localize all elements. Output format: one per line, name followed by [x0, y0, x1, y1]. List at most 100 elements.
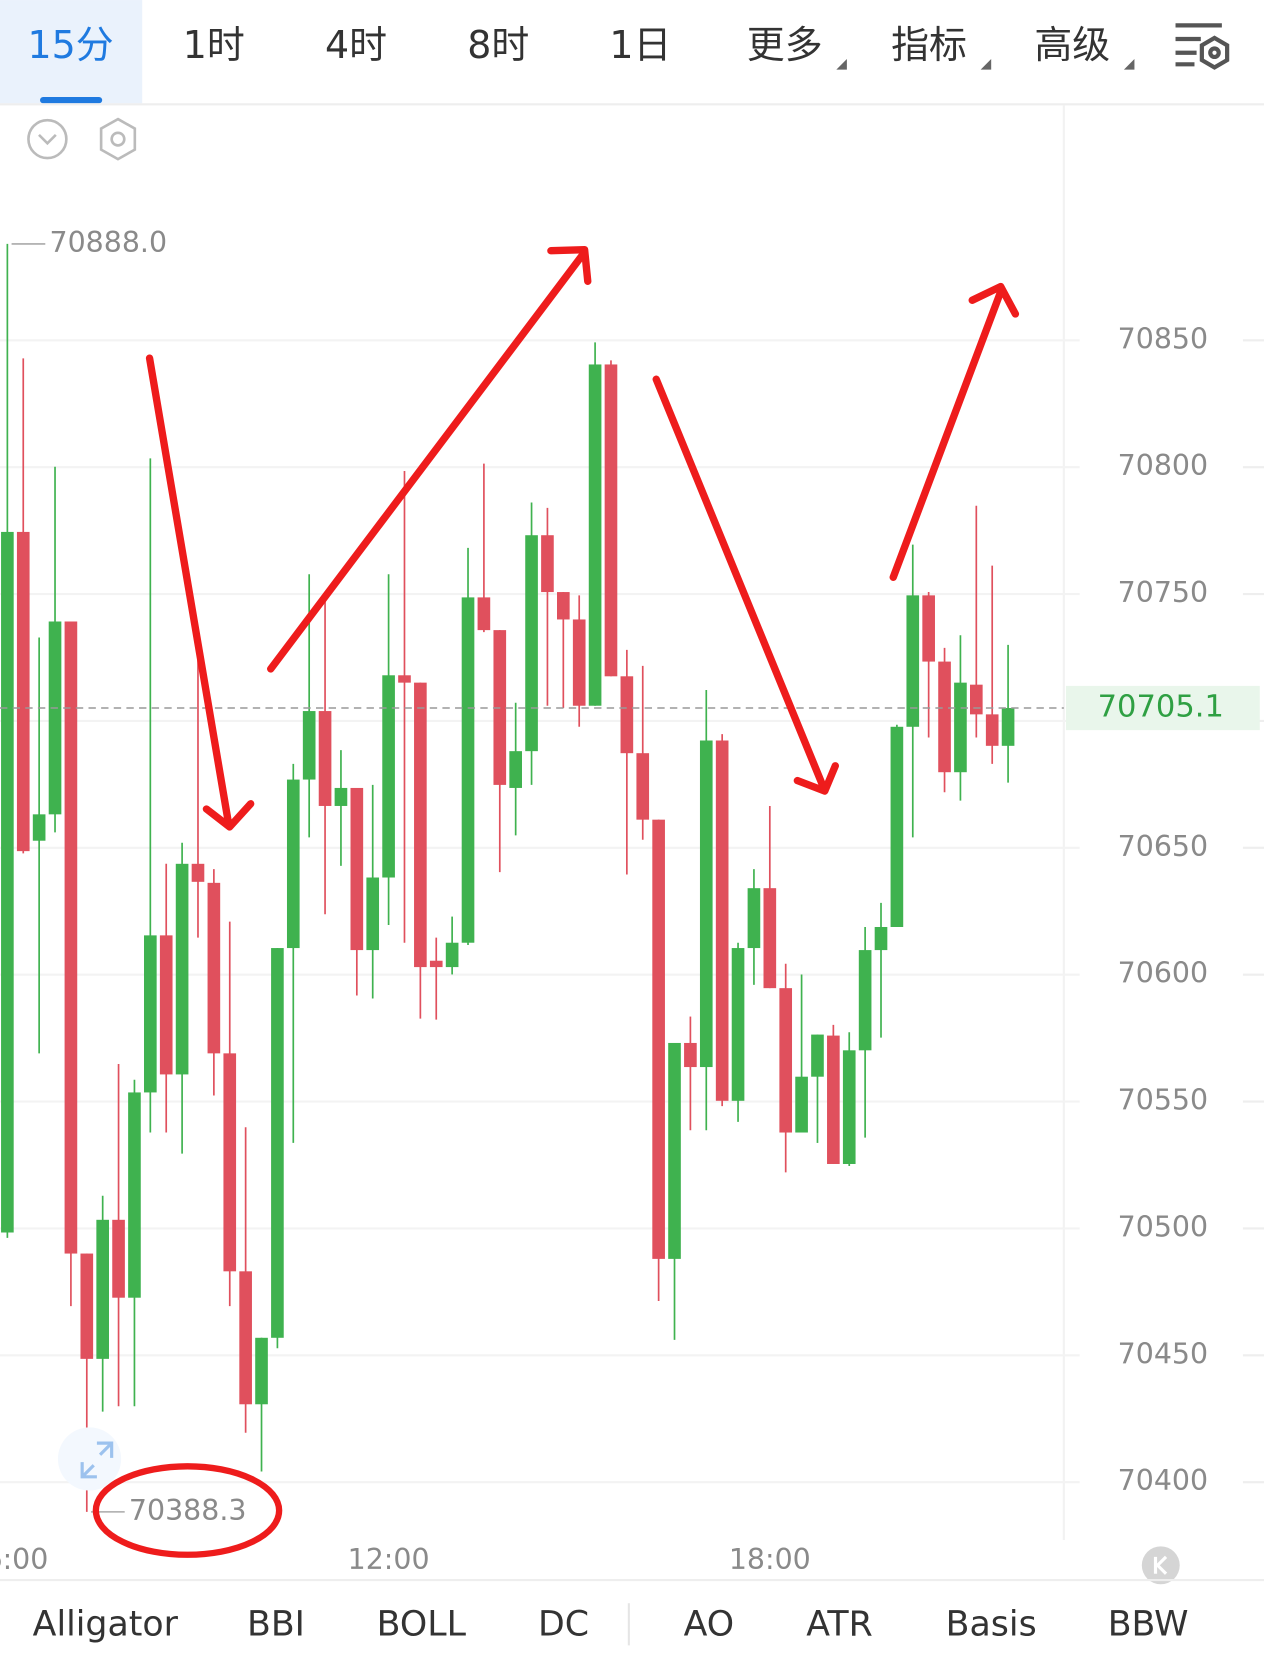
candle-body [302, 711, 316, 780]
candle-body [604, 364, 618, 677]
candle-body [684, 1042, 697, 1068]
candle-body [763, 888, 777, 989]
indicator-tab[interactable]: BOLL [377, 1604, 467, 1644]
y-tick-label: 70800 [1118, 449, 1208, 482]
candle-body [1001, 708, 1015, 746]
min-marker-label: 70388.3 [129, 1494, 247, 1527]
candle-body [906, 595, 920, 727]
x-tick-label: 18:00 [729, 1543, 811, 1576]
tab[interactable]: 指标 [891, 23, 967, 67]
candle-body [922, 595, 935, 662]
candle-body [779, 988, 793, 1133]
candle-body [795, 1076, 808, 1133]
candle-body [985, 714, 999, 746]
candle-body [525, 535, 538, 752]
y-tick-label: 70600 [1118, 957, 1208, 990]
candle-body [207, 882, 221, 1054]
candle-body [223, 1053, 237, 1272]
y-tick-label: 70450 [1118, 1337, 1208, 1370]
indicator-tab[interactable]: BBW [1108, 1604, 1189, 1644]
tab[interactable]: 1时 [183, 23, 245, 67]
active-tab-indicator [40, 96, 103, 104]
max-marker-label: 70888.0 [50, 226, 168, 259]
candle-body [175, 863, 189, 1075]
candle-body [557, 592, 570, 620]
candle-body [191, 863, 205, 882]
dropdown-markers [836, 59, 1135, 70]
candle-body [445, 942, 459, 968]
y-tick-label: 70750 [1118, 576, 1208, 609]
x-tick-label: 06:00 [0, 1543, 48, 1576]
candle-body [588, 364, 602, 706]
indicator-tab[interactable]: Alligator [33, 1604, 179, 1644]
scroll-latest-button[interactable] [1141, 1546, 1180, 1585]
y-tick-label: 70850 [1118, 322, 1208, 355]
candle-body [144, 935, 157, 1093]
y-tick-label: 70400 [1118, 1464, 1208, 1497]
tab[interactable]: 4时 [325, 23, 387, 67]
indicator-tab[interactable]: AO [684, 1604, 735, 1644]
indicator-tab[interactable]: Basis [946, 1604, 1037, 1644]
indicator-tab[interactable]: ATR [806, 1604, 872, 1644]
candle-body [954, 682, 967, 773]
candle-body [286, 779, 300, 949]
last-price-label: 70705.1 [1098, 690, 1224, 725]
candle-body [128, 1092, 141, 1298]
active-tab-bg [0, 0, 143, 104]
candle-body [652, 819, 665, 1259]
y-tick-label: 70550 [1118, 1084, 1208, 1117]
candle-body [334, 787, 348, 806]
candle-body [414, 682, 427, 968]
tab[interactable]: 1日 [609, 23, 671, 67]
candle-body [811, 1034, 824, 1077]
candle-body [48, 621, 62, 815]
candle-body [509, 751, 522, 788]
tab[interactable]: 8时 [467, 23, 529, 67]
annotation-arrows [145, 246, 1020, 831]
candle-body [890, 726, 904, 927]
candle-body [699, 740, 713, 1068]
candle-body [477, 597, 491, 631]
tab[interactable]: 高级 [1034, 23, 1110, 67]
candle-body [572, 619, 586, 706]
candle-body [668, 1042, 681, 1259]
candle-body [80, 1253, 94, 1359]
candle-body [32, 814, 46, 841]
candle-body [96, 1219, 109, 1359]
candle-body [842, 1050, 856, 1164]
candle-body [747, 888, 761, 949]
y-tick-label: 70650 [1118, 830, 1208, 863]
candle-body [239, 1271, 252, 1405]
candle-body [827, 1035, 840, 1164]
candle-body [159, 935, 173, 1075]
candle-body [1, 531, 14, 1233]
candle-body [366, 877, 380, 951]
last-price-box [1065, 685, 1260, 731]
candle-body [255, 1337, 268, 1405]
indicator-tab[interactable]: DC [538, 1604, 589, 1644]
candle-body [858, 950, 872, 1051]
candle-body [112, 1219, 125, 1298]
indicator-tab[interactable]: BBI [247, 1604, 305, 1644]
candle-body [382, 675, 395, 878]
tab[interactable]: 更多 [747, 23, 823, 67]
candle-body [429, 960, 443, 968]
candle-body [350, 787, 364, 951]
annotation-circle [92, 1463, 283, 1558]
x-tick-label: 12:00 [348, 1543, 430, 1576]
chart-tools[interactable] [27, 117, 137, 161]
expand-icon[interactable] [57, 1427, 122, 1491]
candle-body [398, 675, 411, 683]
candle-body [461, 597, 475, 943]
candle-body [938, 661, 951, 773]
settings-icon[interactable] [1175, 23, 1230, 70]
candle-body [271, 948, 284, 1338]
tab[interactable]: 15分 [28, 23, 114, 67]
candle-body [874, 926, 888, 951]
candle-body [715, 740, 729, 1101]
candle-body [731, 948, 745, 1101]
y-tick-label: 70500 [1118, 1210, 1208, 1243]
candle-body [636, 753, 650, 820]
